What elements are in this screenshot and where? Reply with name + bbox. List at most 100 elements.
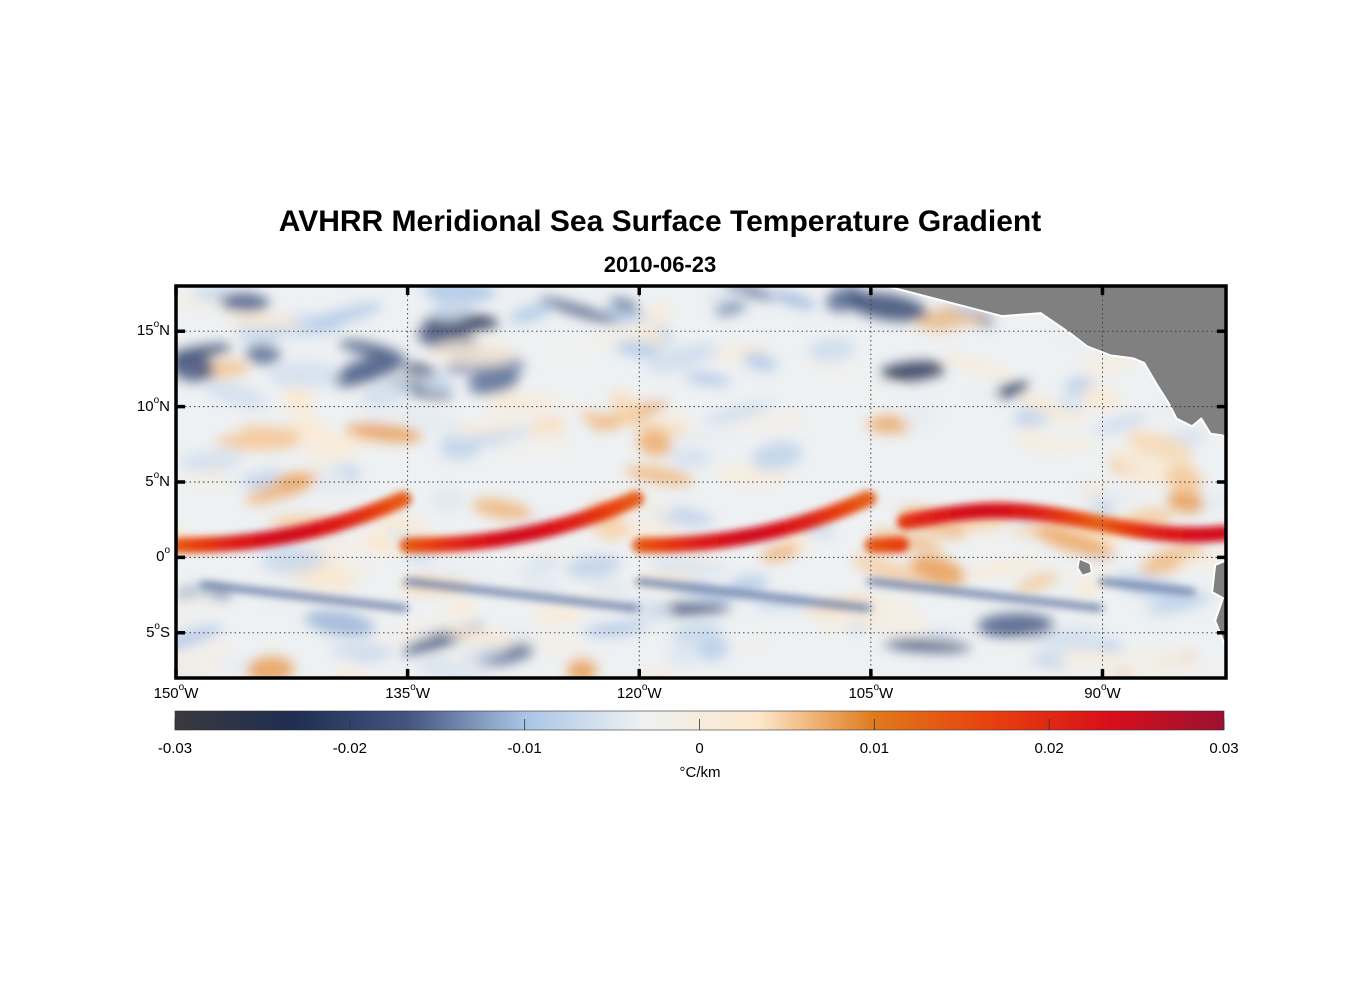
field-blob xyxy=(304,609,375,637)
field-blob xyxy=(852,555,926,587)
field-blob xyxy=(826,369,899,395)
field-blob xyxy=(219,292,270,313)
field-blob xyxy=(238,425,302,438)
field-blob xyxy=(338,340,398,358)
field-blob xyxy=(909,555,965,587)
field-blob xyxy=(1160,664,1220,678)
field-blob xyxy=(439,432,482,460)
field-blob xyxy=(1021,435,1098,454)
degree-sign: o xyxy=(153,319,160,331)
field-blob xyxy=(884,638,971,653)
tick-num: 150 xyxy=(153,685,179,702)
lon-label: 90oW xyxy=(1062,682,1142,702)
hemisphere: N xyxy=(159,397,170,415)
south-band-segment xyxy=(393,602,410,613)
field-blob xyxy=(714,300,747,316)
colorbar-units: °C/km xyxy=(679,764,721,781)
field-blob xyxy=(404,363,436,376)
field-blob xyxy=(486,391,557,416)
field-blob xyxy=(1146,593,1213,615)
field-blob xyxy=(610,298,639,312)
field-blob xyxy=(1177,550,1226,570)
lat-label: 0o xyxy=(110,545,170,565)
field-blob xyxy=(319,430,350,451)
colorbar-tick-label: -0.03 xyxy=(157,740,193,757)
field-blob xyxy=(1019,395,1085,423)
lat-label: 5oN xyxy=(110,470,170,490)
field-blob xyxy=(327,563,376,577)
field-blob xyxy=(1167,490,1205,514)
hemisphere: W xyxy=(184,685,199,702)
field-blob xyxy=(345,423,423,443)
hemisphere: W xyxy=(647,685,662,702)
field-blob xyxy=(176,353,215,382)
tick-num: 15 xyxy=(136,322,154,340)
field-blob xyxy=(538,297,620,324)
degree-sign: o xyxy=(410,682,416,693)
field-blob xyxy=(669,449,713,468)
field-blob xyxy=(774,413,809,424)
lon-label: 120oW xyxy=(599,682,679,702)
field-blob xyxy=(867,593,920,617)
colorbar-tick-label: -0.02 xyxy=(332,740,367,757)
field-blob xyxy=(176,344,232,361)
field-blob xyxy=(312,469,352,498)
field-blob xyxy=(447,598,477,616)
field-blob xyxy=(360,378,415,407)
field-blob xyxy=(771,290,817,310)
land-galapagos xyxy=(1076,557,1093,577)
field-blob xyxy=(647,560,729,574)
field-blob xyxy=(591,515,630,540)
field-blob xyxy=(566,554,621,579)
chart-title: AVHRR Meridional Sea Surface Temperature… xyxy=(278,205,1042,238)
field-blob xyxy=(819,609,861,632)
field-blob xyxy=(533,606,585,624)
field-blob xyxy=(508,545,576,560)
field-blob xyxy=(528,630,590,660)
front-segment xyxy=(891,536,910,553)
field-blob xyxy=(1093,413,1148,434)
hemisphere: N xyxy=(159,473,170,490)
lat-label: 10oN xyxy=(110,394,170,415)
field-blob xyxy=(367,510,437,538)
field-blob xyxy=(583,622,646,637)
degree-sign: o xyxy=(153,470,160,481)
degree-sign: o xyxy=(873,682,880,693)
field-blob xyxy=(1165,464,1203,493)
degree-sign: o xyxy=(178,682,185,693)
field-blob xyxy=(309,302,382,328)
field-blob xyxy=(994,381,1029,398)
field-blob xyxy=(863,616,940,635)
field-blob xyxy=(267,360,340,389)
degree-sign: o xyxy=(153,394,160,406)
field-blob xyxy=(808,338,855,362)
field-blob xyxy=(526,556,562,570)
field-blob xyxy=(514,569,562,592)
field-blob xyxy=(519,345,602,360)
field-blob xyxy=(684,372,731,386)
field-blob xyxy=(722,286,775,301)
field-blob xyxy=(697,635,729,662)
field-blob xyxy=(684,551,727,563)
field-blob xyxy=(666,428,743,444)
field-blob xyxy=(176,475,237,492)
lon-label: 150oW xyxy=(136,682,216,702)
field-blob xyxy=(245,343,281,365)
front-segment xyxy=(626,490,645,507)
tick-num: 90 xyxy=(1084,685,1101,702)
field-blob xyxy=(409,560,492,583)
field-blob xyxy=(703,401,774,424)
field-blob xyxy=(260,547,325,574)
field-blob xyxy=(454,420,522,435)
field-blob xyxy=(644,303,673,325)
field-blob xyxy=(1112,646,1187,671)
field-blob xyxy=(509,303,552,324)
south-band-segment xyxy=(625,602,642,613)
colorbar-ticks xyxy=(174,719,1225,730)
field-blob xyxy=(670,622,721,644)
field-blob xyxy=(331,352,406,387)
field-blob xyxy=(431,297,471,323)
field-blob xyxy=(311,528,353,545)
